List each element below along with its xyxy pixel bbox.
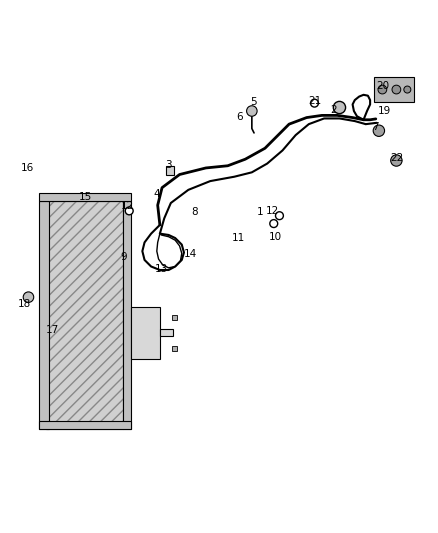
Text: 12: 12 (120, 201, 134, 211)
Circle shape (373, 125, 385, 136)
Text: 19: 19 (378, 106, 391, 116)
Bar (123, 201, 131, 429)
Text: 16: 16 (21, 163, 34, 173)
Circle shape (270, 220, 278, 228)
Text: 15: 15 (79, 192, 92, 203)
Text: 17: 17 (46, 325, 59, 335)
Text: 4: 4 (153, 189, 160, 199)
Bar (39, 193, 131, 201)
Circle shape (391, 155, 402, 166)
Text: 18: 18 (18, 298, 31, 309)
Circle shape (392, 85, 401, 94)
Circle shape (23, 292, 34, 302)
Text: 5: 5 (250, 97, 257, 107)
Bar (172, 315, 177, 320)
Text: 7: 7 (371, 122, 378, 132)
Text: 13: 13 (155, 264, 168, 273)
Text: 3: 3 (165, 160, 172, 170)
Text: 12: 12 (266, 206, 279, 216)
Text: 1: 1 (257, 207, 264, 217)
Bar (160, 329, 173, 336)
Circle shape (125, 207, 133, 215)
Bar (39, 421, 131, 429)
Bar (39, 201, 49, 429)
Text: 21: 21 (308, 96, 321, 106)
Bar (374, 77, 414, 102)
Text: 2: 2 (330, 104, 337, 115)
Bar (172, 345, 177, 351)
Circle shape (247, 106, 257, 116)
Text: 9: 9 (120, 252, 127, 262)
Text: 8: 8 (191, 207, 198, 217)
Bar (46, 201, 123, 429)
Text: 20: 20 (377, 81, 390, 91)
Circle shape (137, 343, 144, 350)
Text: 14: 14 (184, 249, 197, 259)
Circle shape (311, 99, 318, 107)
Text: 6: 6 (237, 112, 244, 122)
Text: 11: 11 (232, 233, 245, 243)
Circle shape (404, 86, 411, 93)
Circle shape (137, 316, 144, 324)
Bar (166, 166, 174, 175)
Circle shape (276, 212, 283, 220)
Circle shape (333, 101, 346, 114)
Text: 10: 10 (268, 232, 282, 242)
Circle shape (378, 85, 387, 94)
Bar (46, 201, 123, 429)
Text: 22: 22 (390, 153, 403, 163)
Bar (131, 306, 160, 359)
